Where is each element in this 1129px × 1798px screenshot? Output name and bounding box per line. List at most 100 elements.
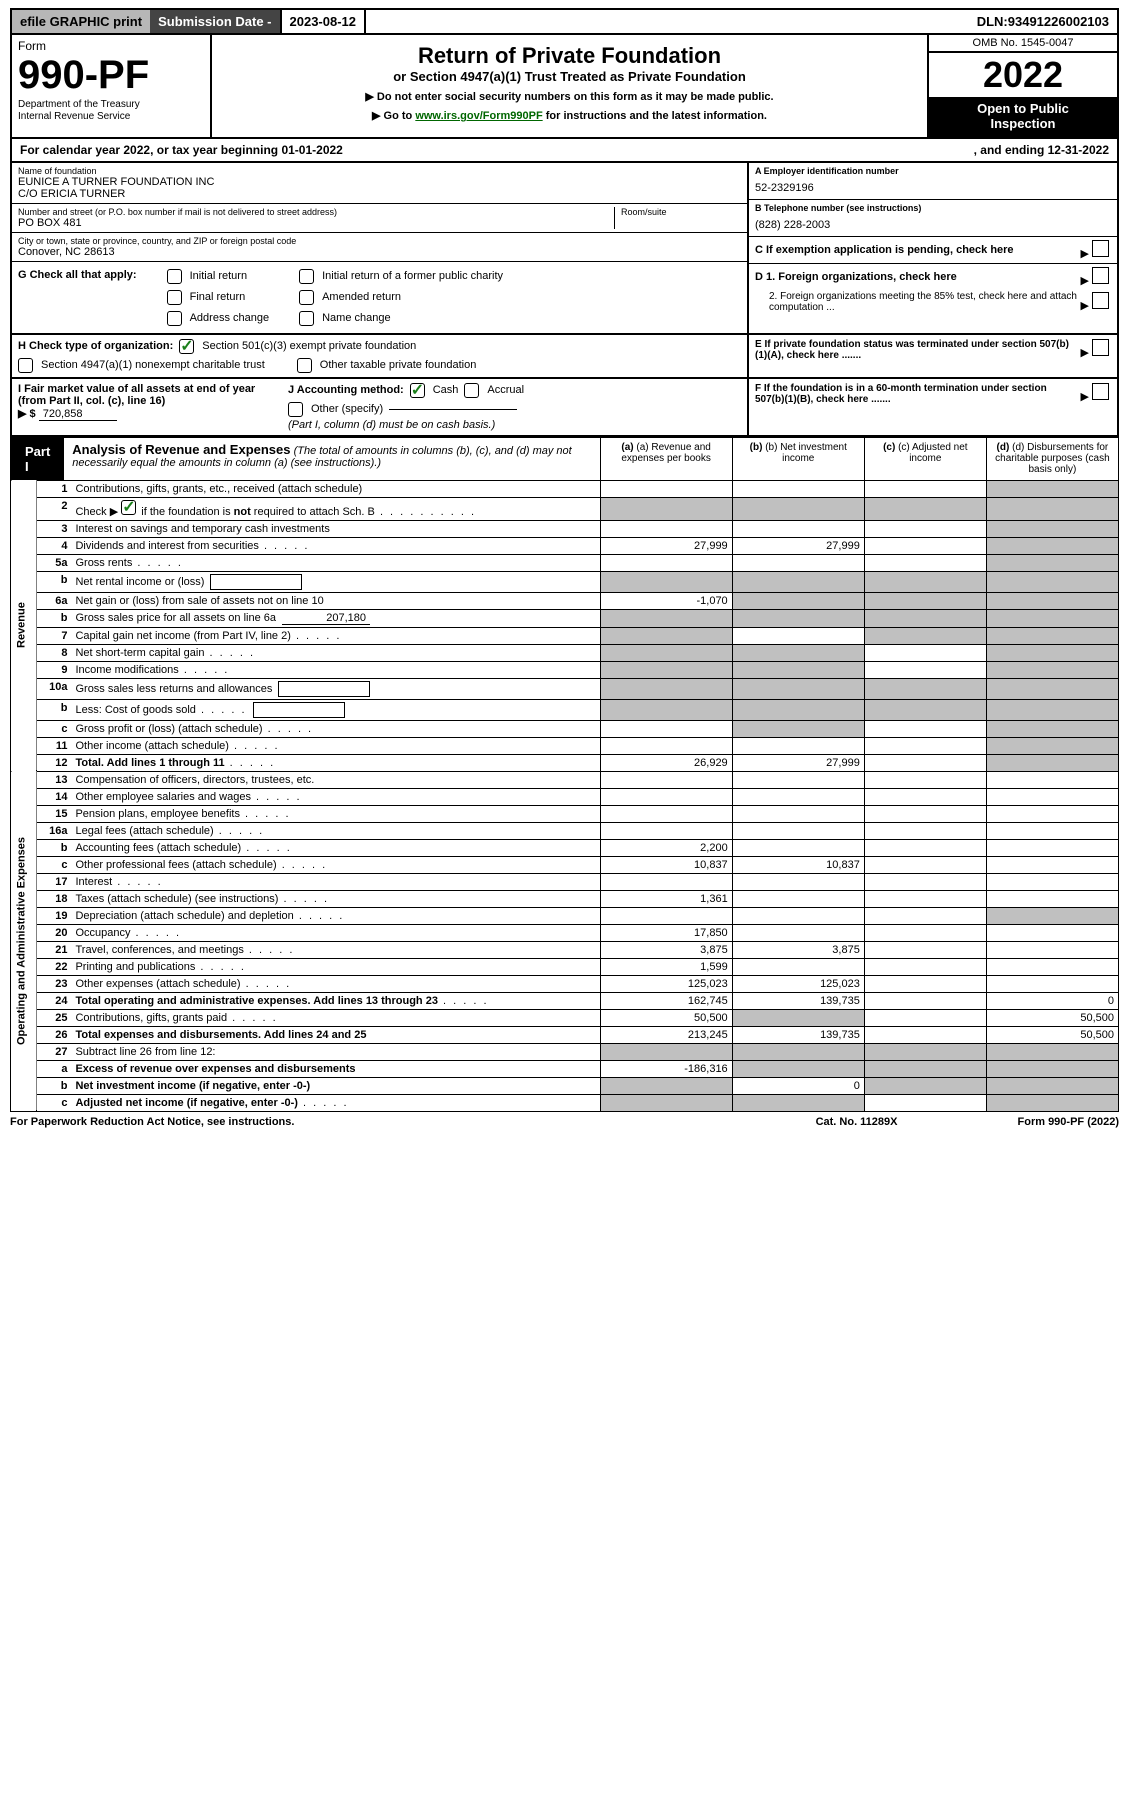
cell-dcol [986, 537, 1118, 554]
cell-b: 139,735 [732, 992, 864, 1009]
table-row: 9Income modifications [11, 661, 1119, 678]
chk-f[interactable] [1092, 383, 1109, 400]
cell-a [600, 1077, 732, 1094]
i-label: I Fair market value of all assets at end… [18, 383, 255, 407]
line-number: 9 [37, 661, 72, 678]
line-desc: Adjusted net income (if negative, enter … [71, 1094, 600, 1111]
table-row: Operating and Administrative Expenses13C… [11, 771, 1119, 788]
dept-irs: Internal Revenue Service [18, 111, 204, 123]
cell-dcol [986, 890, 1118, 907]
i-j-f-row: I Fair market value of all assets at end… [10, 379, 1119, 437]
cell-a: -186,316 [600, 1060, 732, 1077]
table-row: 14Other employee salaries and wages [11, 788, 1119, 805]
chk-initial-former[interactable] [299, 269, 314, 284]
omb-number: OMB No. 1545-0047 [929, 35, 1117, 53]
cell-c [864, 737, 986, 754]
cell-a: 162,745 [600, 992, 732, 1009]
cell-dcol [986, 699, 1118, 720]
chk-4947[interactable] [18, 358, 33, 373]
table-row: 2Check ▶ if the foundation is not requir… [11, 497, 1119, 520]
cell-b [732, 771, 864, 788]
table-row: aExcess of revenue over expenses and dis… [11, 1060, 1119, 1077]
inline-amount-box [210, 574, 302, 590]
cell-b [732, 890, 864, 907]
line-desc: Total. Add lines 1 through 11 [71, 754, 600, 771]
line-desc: Gross sales price for all assets on line… [71, 609, 600, 627]
line-number: 24 [37, 992, 72, 1009]
chk-name-change[interactable] [299, 311, 314, 326]
line-desc: Other professional fees (attach schedule… [71, 856, 600, 873]
addr-value: PO BOX 481 [18, 217, 614, 229]
cell-c [864, 771, 986, 788]
line-number: 14 [37, 788, 72, 805]
cell-dcol [986, 941, 1118, 958]
chk-other-taxable[interactable] [297, 358, 312, 373]
line-desc: Excess of revenue over expenses and disb… [71, 1060, 600, 1077]
j-note: (Part I, column (d) must be on cash basi… [288, 419, 741, 431]
line-desc: Pension plans, employee benefits [71, 805, 600, 822]
tel-value: (828) 228-2003 [755, 213, 1111, 233]
line-desc: Accounting fees (attach schedule) [71, 839, 600, 856]
line-number: 19 [37, 907, 72, 924]
efile-label[interactable]: efile GRAPHIC print [12, 10, 150, 33]
chk-amended[interactable] [299, 290, 314, 305]
cell-a: 50,500 [600, 1009, 732, 1026]
cell-c [864, 1060, 986, 1077]
line-number: 5a [37, 554, 72, 571]
table-row: bNet rental income or (loss) [11, 571, 1119, 592]
j-label: J Accounting method: [288, 384, 404, 396]
chk-other-method[interactable] [288, 402, 303, 417]
line-desc: Depreciation (attach schedule) and deple… [71, 907, 600, 924]
cell-a: 125,023 [600, 975, 732, 992]
cell-dcol [986, 1043, 1118, 1060]
chk-accrual[interactable] [464, 383, 479, 398]
cell-b [732, 1009, 864, 1026]
table-row: 15Pension plans, employee benefits [11, 805, 1119, 822]
cell-b: 0 [732, 1077, 864, 1094]
cell-dcol [986, 856, 1118, 873]
cell-dcol: 0 [986, 992, 1118, 1009]
table-row: 5aGross rents [11, 554, 1119, 571]
cell-b: 139,735 [732, 1026, 864, 1043]
chk-schb[interactable] [121, 500, 136, 515]
analysis-table: Part I Analysis of Revenue and Expenses … [10, 437, 1119, 1112]
chk-c[interactable] [1092, 240, 1109, 257]
cell-c [864, 873, 986, 890]
table-row: Revenue1Contributions, gifts, grants, et… [11, 480, 1119, 497]
cell-b [732, 480, 864, 497]
cell-b [732, 873, 864, 890]
form990pf-link[interactable]: www.irs.gov/Form990PF [415, 110, 542, 122]
cell-a [600, 497, 732, 520]
cell-b [732, 554, 864, 571]
cell-a [600, 520, 732, 537]
line-desc: Dividends and interest from securities [71, 537, 600, 554]
chk-d1[interactable] [1092, 267, 1109, 284]
d2-label: 2. Foreign organizations meeting the 85%… [755, 291, 1080, 313]
cell-dcol [986, 873, 1118, 890]
cell-b [732, 924, 864, 941]
chk-cash[interactable] [410, 383, 425, 398]
chk-501c3[interactable] [179, 339, 194, 354]
line-number: 17 [37, 873, 72, 890]
line-number: b [37, 699, 72, 720]
line-desc: Occupancy [71, 924, 600, 941]
chk-address-change[interactable] [167, 311, 182, 326]
table-row: 23Other expenses (attach schedule)125,02… [11, 975, 1119, 992]
cell-dcol [986, 1094, 1118, 1111]
cell-b [732, 958, 864, 975]
chk-initial-return[interactable] [167, 269, 182, 284]
chk-d2[interactable] [1092, 292, 1109, 309]
line-number: b [37, 609, 72, 627]
line-desc: Printing and publications [71, 958, 600, 975]
table-row: cAdjusted net income (if negative, enter… [11, 1094, 1119, 1111]
cell-dcol: 50,500 [986, 1009, 1118, 1026]
cell-dcol [986, 958, 1118, 975]
calendar-year-row: For calendar year 2022, or tax year begi… [10, 139, 1119, 163]
cell-b [732, 571, 864, 592]
table-row: bAccounting fees (attach schedule)2,200 [11, 839, 1119, 856]
cell-dcol [986, 644, 1118, 661]
cell-c [864, 627, 986, 644]
chk-e[interactable] [1092, 339, 1109, 356]
topbar: efile GRAPHIC print Submission Date - 20… [10, 8, 1119, 35]
chk-final-return[interactable] [167, 290, 182, 305]
